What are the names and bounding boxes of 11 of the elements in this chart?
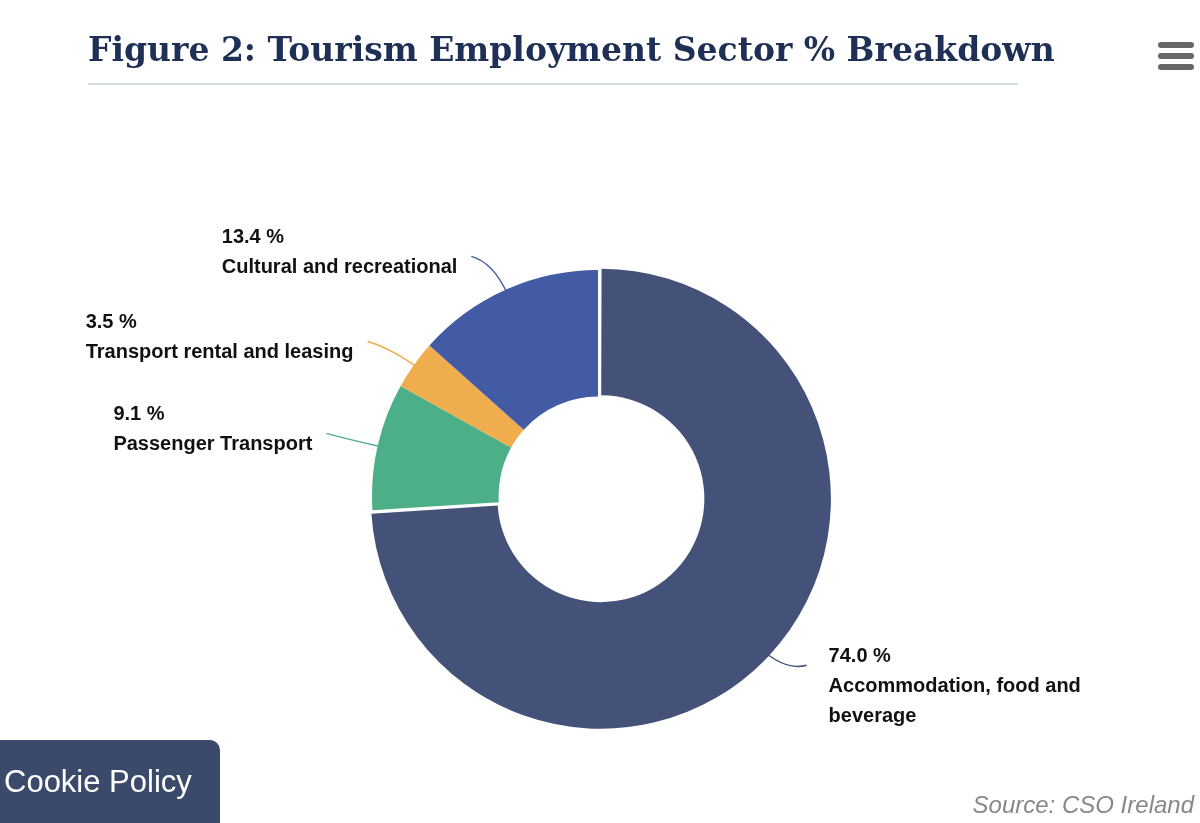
slice-label: Cultural and recreational <box>221 254 458 277</box>
data-label: 9.1 % <box>113 401 165 424</box>
data-label: 13.4 % <box>221 224 285 247</box>
data-label: 3.5 % <box>85 310 137 332</box>
slice-label: Transport rental and leasing <box>85 340 354 362</box>
chart-title: Figure 2: Tourism Employment Sector % Breakdown <box>88 30 1055 71</box>
slice-label: Passenger Transport <box>113 431 313 454</box>
source-note: Source: CSO Ireland <box>972 791 1194 819</box>
slice-label: Accommodation, food and beverage <box>828 673 1081 726</box>
data-label: 74.0 % <box>828 643 892 666</box>
text: Cookie Policy <box>0 740 220 823</box>
